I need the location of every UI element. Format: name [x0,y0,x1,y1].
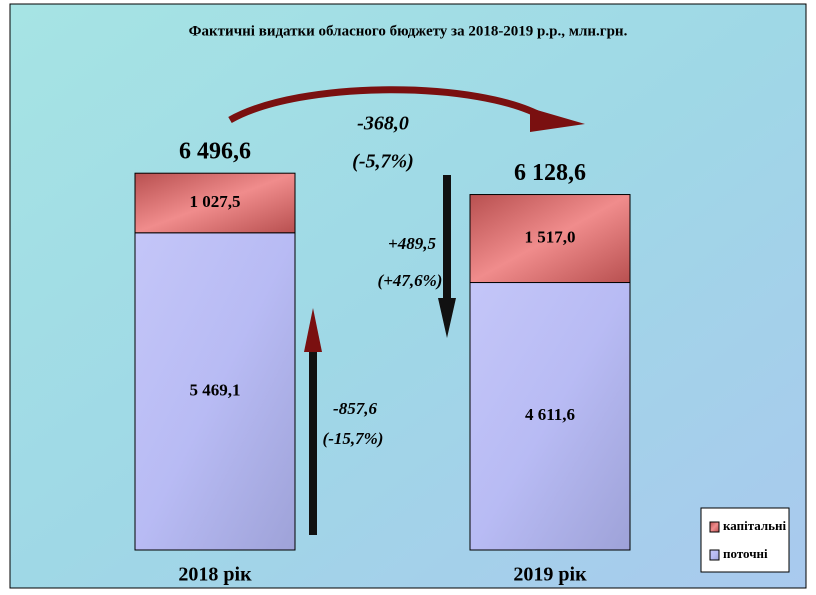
arrow-head [530,108,585,132]
annotation: -368,0 [357,113,409,135]
legend [700,507,790,573]
annotation: -857,6 [333,399,377,418]
total-label: 6 496,6 [179,139,251,165]
chart-title: Фактичні видатки обласного бюджету за 20… [189,23,628,39]
value-label: 1 027,5 [190,192,241,211]
bar-segment [134,232,296,551]
value-label: 4 611,6 [525,405,575,424]
value-label: 5 469,1 [190,380,241,399]
bar-segment [469,282,631,551]
legend-swatch [709,549,720,561]
x-tick-label: 2018 рік [178,564,252,586]
bar-segment [469,194,631,284]
value-label: 1 517,0 [525,227,576,246]
bar-segment [134,172,296,234]
annotation: (-5,7%) [352,151,414,173]
up-arrow [309,350,317,535]
down-arrow [443,175,451,300]
total-label: 6 128,6 [514,160,586,186]
arrow-head [438,298,456,338]
legend-label: поточні [723,546,768,561]
curved-arrow [228,86,547,124]
legend-label: капітальні [723,518,787,533]
annotation: (+47,6%) [378,271,443,290]
arrow-head [304,308,322,352]
legend-swatch [709,521,720,533]
x-tick-label: 2019 рік [513,564,587,586]
annotation: +489,5 [388,234,436,253]
annotation: (-15,7%) [323,429,384,448]
